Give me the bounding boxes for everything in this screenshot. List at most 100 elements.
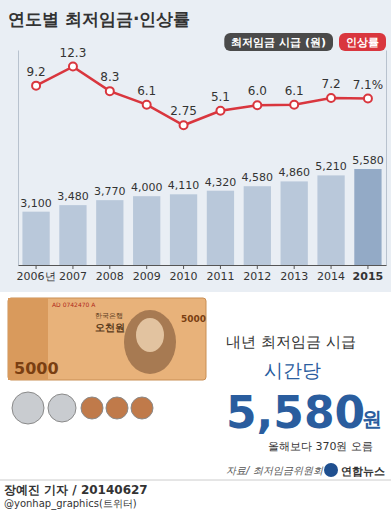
y2-axis bbox=[386, 51, 387, 266]
footer-byline: 장예진 기자 / 20140627 bbox=[4, 483, 148, 497]
banknote-bank: 한국은행 bbox=[95, 312, 123, 320]
x-tick-label: 2014 bbox=[317, 270, 345, 283]
rate-marker bbox=[106, 87, 114, 95]
bar-label: 4,110 bbox=[168, 179, 200, 192]
rate-label: 12.3 bbox=[60, 46, 87, 60]
data-labels: 3,100 3,480 3,770 4,000 4,110 4,320 4,580 4,860… bbox=[20, 46, 383, 210]
chart-root: 연도별 최저임금·인상률 3,100 3,480 3,770 4,000 4,110 4,3… bbox=[0, 0, 391, 511]
x-tick bbox=[294, 265, 295, 269]
legend-item: 최저임금 시급 (원) bbox=[224, 33, 333, 51]
y2-axis-line bbox=[386, 51, 387, 266]
banknote-denomination-small: 5000 bbox=[181, 314, 206, 324]
legend: 인상률 최저임금 시급 (원) bbox=[224, 33, 386, 51]
banknote-body bbox=[8, 298, 206, 380]
rate-marker bbox=[290, 101, 298, 109]
rate-marker bbox=[364, 95, 372, 103]
info-per-hour: 시간당 bbox=[264, 359, 321, 381]
banknote: 한국은행오천원 5000 5000 AD 0742470 A bbox=[8, 298, 206, 380]
x-tick bbox=[36, 265, 37, 269]
banknote-serial: AD 0742470 A bbox=[52, 301, 96, 308]
y-axis-line bbox=[18, 51, 19, 266]
legend-label: 최저임금 시급 (원) bbox=[231, 36, 326, 49]
rate-label: 6.1 bbox=[285, 84, 304, 98]
x-tick bbox=[146, 265, 147, 269]
info: 내년 최저임금 시급시간당 5,580원올해보다 370원 오름자료/ 최저임금위… bbox=[226, 333, 385, 478]
bottom-background bbox=[0, 292, 391, 511]
chart-title: 연도별 최저임금·인상률 bbox=[8, 9, 190, 29]
x-tick-label: 2011 bbox=[206, 270, 234, 283]
plot-marks bbox=[22, 63, 381, 265]
coin bbox=[12, 392, 44, 424]
rate-label: 5.1 bbox=[211, 90, 230, 104]
legend-box bbox=[339, 33, 386, 51]
x-tick bbox=[367, 265, 368, 269]
chart-svg: 연도별 최저임금·인상률 3,100 3,480 3,770 4,000 4,110 4,3… bbox=[0, 0, 391, 511]
x-tick-label: 2007 bbox=[59, 270, 87, 283]
legend-label: 인상률 bbox=[346, 36, 379, 49]
bar bbox=[244, 186, 271, 265]
rate-marker bbox=[69, 63, 77, 71]
bar bbox=[170, 194, 197, 265]
bar-label: 4,000 bbox=[131, 181, 163, 194]
bar-label: 3,100 bbox=[20, 197, 52, 210]
top-background bbox=[0, 0, 391, 292]
bar-label: 4,320 bbox=[205, 176, 237, 189]
banknote-face bbox=[136, 318, 164, 352]
x-tick-label: 2013 bbox=[280, 270, 308, 283]
rate-label: 6.0 bbox=[248, 84, 267, 98]
legend-item: 인상률 bbox=[339, 33, 386, 51]
x-tick bbox=[257, 265, 258, 269]
footer-twitter: @yonhap_graphics(트위터) bbox=[4, 498, 137, 510]
rate-marker bbox=[143, 101, 151, 109]
bar-label: 5,580 bbox=[352, 154, 384, 167]
info-agency: 연합뉴스 bbox=[341, 465, 385, 478]
coin bbox=[81, 397, 103, 419]
banknote-denomination: 5000 bbox=[14, 359, 59, 378]
bar bbox=[133, 196, 160, 265]
bar bbox=[59, 205, 86, 265]
rate-marker bbox=[327, 94, 335, 102]
coin bbox=[106, 397, 128, 419]
info-note: 올해보다 370원 오름 bbox=[268, 440, 373, 453]
x-tick-label: 2008 bbox=[96, 270, 124, 283]
rate-label: 2.75 bbox=[170, 104, 197, 118]
rate-marker bbox=[32, 82, 40, 90]
info-amount: 5,580 bbox=[226, 387, 365, 438]
bar-label: 3,480 bbox=[57, 190, 89, 203]
legend-box bbox=[224, 33, 333, 51]
x-tick bbox=[220, 265, 221, 269]
bar bbox=[281, 181, 308, 265]
x-tick-label: 2010 bbox=[170, 270, 198, 283]
info-heading: 내년 최저임금 시급 bbox=[226, 333, 356, 351]
rate-marker bbox=[216, 107, 224, 115]
x-tick-label: 2012 bbox=[243, 270, 271, 283]
bar-label: 4,580 bbox=[242, 171, 274, 184]
coin bbox=[48, 394, 76, 422]
x-tick-label: 2009 bbox=[133, 270, 161, 283]
rate-marker bbox=[180, 121, 188, 129]
rate-label: 9.2 bbox=[27, 65, 46, 79]
bar bbox=[354, 169, 381, 265]
footer-rule bbox=[0, 480, 391, 481]
bar bbox=[317, 175, 344, 265]
bar-label: 3,770 bbox=[94, 185, 126, 198]
bar bbox=[22, 212, 49, 265]
x-tick-label: 2015 bbox=[353, 270, 384, 283]
bar-label: 5,210 bbox=[315, 160, 347, 173]
bar bbox=[207, 191, 234, 265]
rate-label: 7.2 bbox=[322, 77, 341, 91]
rate-line bbox=[36, 67, 368, 126]
coin bbox=[131, 397, 153, 419]
rate-marker bbox=[253, 101, 261, 109]
rate-label: 7.1% bbox=[353, 78, 384, 92]
x-tick bbox=[72, 265, 73, 269]
banknote-portrait bbox=[124, 310, 176, 374]
x-tick bbox=[183, 265, 184, 269]
rate-label: 6.1 bbox=[137, 84, 156, 98]
rate-label: 8.3 bbox=[100, 70, 119, 84]
info-unit: 원 bbox=[362, 407, 382, 431]
info-source: 자료/ 최저임금위원회 bbox=[226, 465, 324, 476]
agency-logo bbox=[324, 463, 338, 477]
bar-label: 4,860 bbox=[278, 166, 310, 179]
banknote-name: 오천원 bbox=[95, 322, 125, 333]
